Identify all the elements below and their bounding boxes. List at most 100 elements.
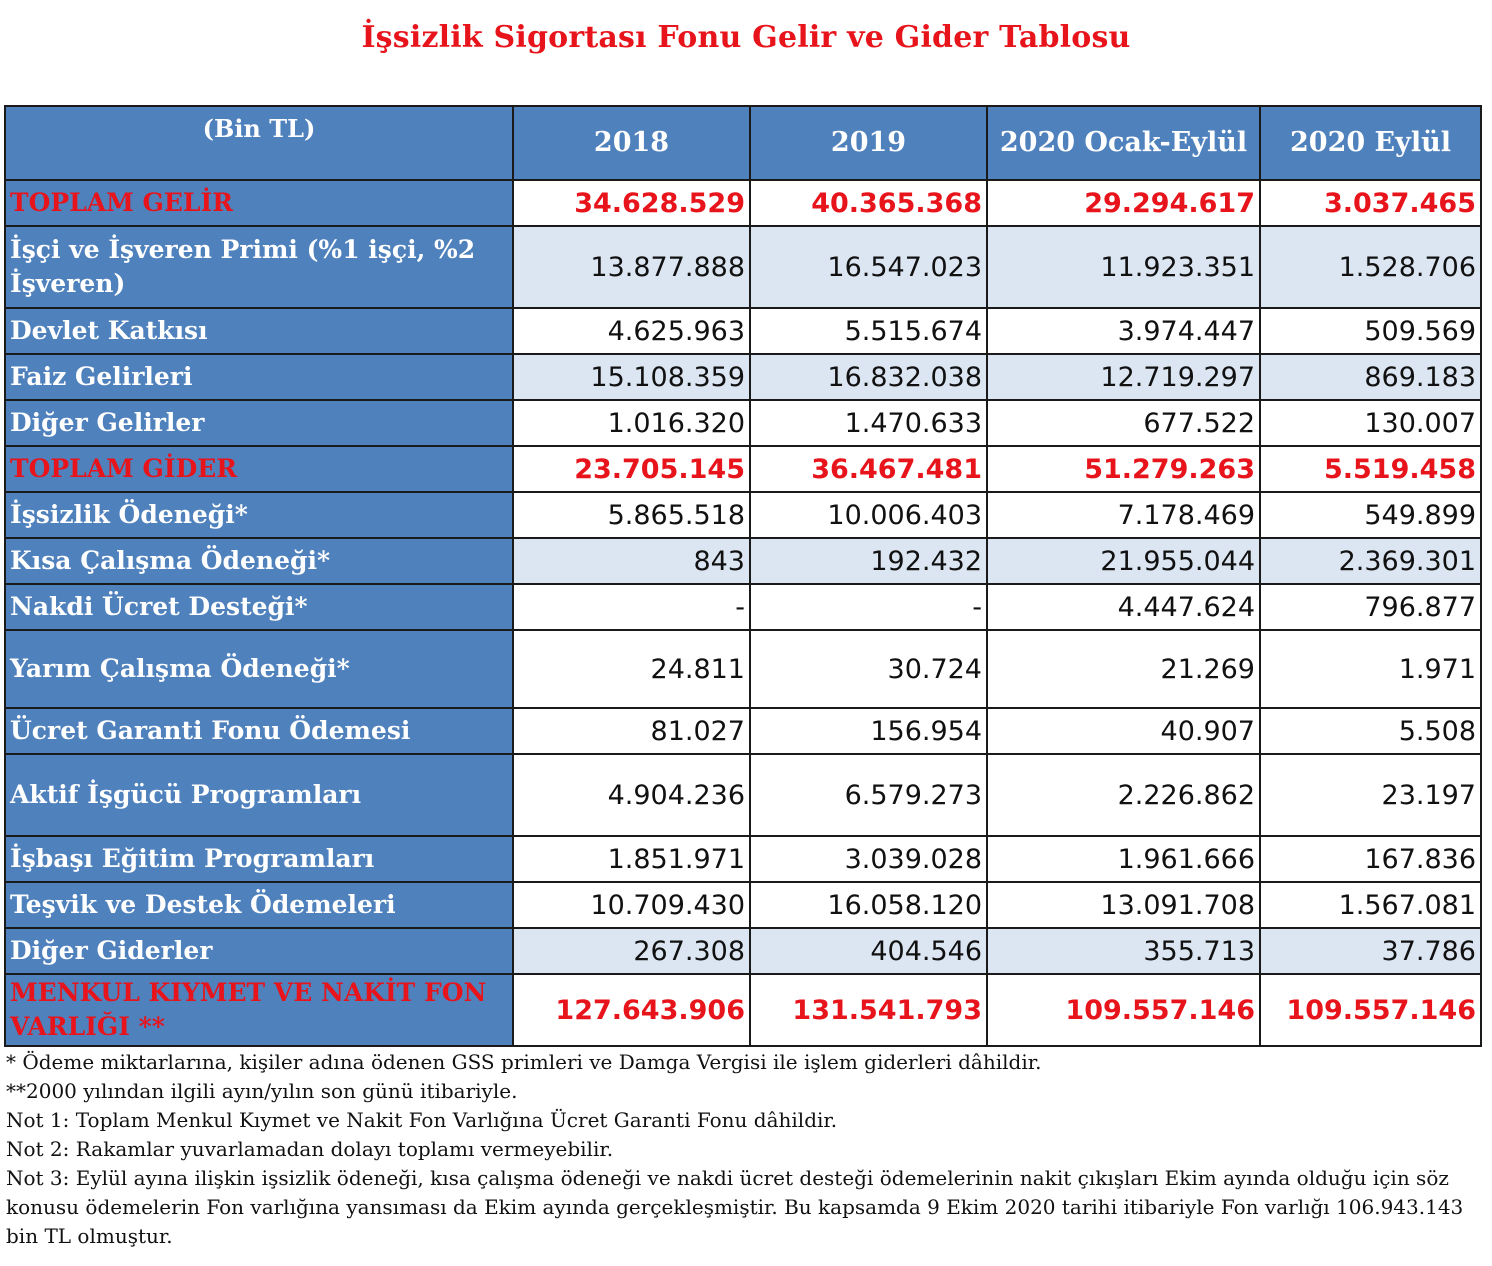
cell-value: 796.877: [1259, 583, 1482, 631]
cell-value: 5.515.674: [749, 307, 988, 355]
cell-value: 4.904.236: [512, 753, 751, 837]
row-label: İşsizlik Ödeneği*: [4, 491, 514, 539]
cell-value: 5.865.518: [512, 491, 751, 539]
cell-value: 1.567.081: [1259, 881, 1482, 929]
cell-value: 1.961.666: [986, 835, 1261, 883]
cell-value: 16.832.038: [749, 353, 988, 401]
row-label: İşçi ve İşveren Primi (%1 işçi, %2 İşver…: [4, 225, 514, 309]
cell-value: 3.974.447: [986, 307, 1261, 355]
cell-value: 40.907: [986, 707, 1261, 755]
row-label: Diğer Giderler: [4, 927, 514, 975]
cell-value: 3.037.465: [1259, 179, 1482, 227]
cell-value: 23.197: [1259, 753, 1482, 837]
table-row: Nakdi Ücret Desteği* - - 4.447.624 796.8…: [4, 583, 1482, 631]
column-header-2020-jan-sep: 2020 Ocak-Eylül: [986, 105, 1261, 181]
cell-value: 109.557.146: [986, 973, 1261, 1047]
cell-value: 5.519.458: [1259, 445, 1482, 493]
cell-value: 36.467.481: [749, 445, 988, 493]
cell-value: 404.546: [749, 927, 988, 975]
cell-value: 509.569: [1259, 307, 1482, 355]
column-header-2020-sep: 2020 Eylül: [1259, 105, 1482, 181]
cell-value: 16.547.023: [749, 225, 988, 309]
cell-value: 131.541.793: [749, 973, 988, 1047]
column-header-2018: 2018: [512, 105, 751, 181]
cell-value: 355.713: [986, 927, 1261, 975]
cell-value: 13.091.708: [986, 881, 1261, 929]
cell-value: 4.447.624: [986, 583, 1261, 631]
row-label: Teşvik ve Destek Ödemeleri: [4, 881, 514, 929]
table-row: İşçi ve İşveren Primi (%1 işçi, %2 İşver…: [4, 225, 1482, 309]
row-label: TOPLAM GİDER: [4, 445, 514, 493]
footnote: Not 1: Toplam Menkul Kıymet ve Nakit Fon…: [6, 1108, 838, 1132]
table-row: Diğer Gelirler 1.016.320 1.470.633 677.5…: [4, 399, 1482, 447]
cell-value: -: [749, 583, 988, 631]
cell-value: 3.039.028: [749, 835, 988, 883]
cell-value: 21.955.044: [986, 537, 1261, 585]
table-row-fund-assets: MENKUL KIYMET VE NAKİT FON VARLIĞI ** 12…: [4, 973, 1482, 1047]
income-expense-table: (Bin TL) 2018 2019 2020 Ocak-Eylül 2020 …: [4, 105, 1482, 1047]
cell-value: 1.016.320: [512, 399, 751, 447]
footnote: Not 2: Rakamlar yuvarlamadan dolayı topl…: [6, 1137, 614, 1161]
row-label: Nakdi Ücret Desteği*: [4, 583, 514, 631]
cell-value: 7.178.469: [986, 491, 1261, 539]
cell-value: 40.365.368: [749, 179, 988, 227]
cell-value: 5.508: [1259, 707, 1482, 755]
column-header-2019: 2019: [749, 105, 988, 181]
table-row: Diğer Giderler 267.308 404.546 355.713 3…: [4, 927, 1482, 975]
table-row: Kısa Çalışma Ödeneği* 843 192.432 21.955…: [4, 537, 1482, 585]
cell-value: 869.183: [1259, 353, 1482, 401]
cell-value: 1.851.971: [512, 835, 751, 883]
footnotes: * Ödeme miktarlarına, kişiler adına öden…: [6, 1048, 1486, 1251]
cell-value: -: [512, 583, 751, 631]
row-label: TOPLAM GELİR: [4, 179, 514, 227]
cell-value: 127.643.906: [512, 973, 751, 1047]
cell-value: 1.528.706: [1259, 225, 1482, 309]
cell-value: 21.269: [986, 629, 1261, 709]
row-label: Kısa Çalışma Ödeneği*: [4, 537, 514, 585]
cell-value: 4.625.963: [512, 307, 751, 355]
row-label: Devlet Katkısı: [4, 307, 514, 355]
cell-value: 1.470.633: [749, 399, 988, 447]
cell-value: 16.058.120: [749, 881, 988, 929]
table-row-total-expense: TOPLAM GİDER 23.705.145 36.467.481 51.27…: [4, 445, 1482, 493]
cell-value: 15.108.359: [512, 353, 751, 401]
cell-value: 24.811: [512, 629, 751, 709]
cell-value: 267.308: [512, 927, 751, 975]
page-title: İşsizlik Sigortası Fonu Gelir ve Gider T…: [361, 20, 1131, 55]
cell-value: 549.899: [1259, 491, 1482, 539]
table-row: Devlet Katkısı 4.625.963 5.515.674 3.974…: [4, 307, 1482, 355]
footnote: **2000 yılından ilgili ayın/yılın son gü…: [6, 1079, 518, 1103]
footnote: * Ödeme miktarlarına, kişiler adına öden…: [6, 1050, 1042, 1074]
table-row-total-income: TOPLAM GELİR 34.628.529 40.365.368 29.29…: [4, 179, 1482, 227]
cell-value: 34.628.529: [512, 179, 751, 227]
row-label: İşbaşı Eğitim Programları: [4, 835, 514, 883]
table-row: Teşvik ve Destek Ödemeleri 10.709.430 16…: [4, 881, 1482, 929]
table-row: İşsizlik Ödeneği* 5.865.518 10.006.403 7…: [4, 491, 1482, 539]
table-header-row: (Bin TL) 2018 2019 2020 Ocak-Eylül 2020 …: [4, 105, 1482, 181]
cell-value: 29.294.617: [986, 179, 1261, 227]
cell-value: 192.432: [749, 537, 988, 585]
cell-value: 167.836: [1259, 835, 1482, 883]
table-row: Ücret Garanti Fonu Ödemesi 81.027 156.95…: [4, 707, 1482, 755]
cell-value: 109.557.146: [1259, 973, 1482, 1047]
cell-value: 10.006.403: [749, 491, 988, 539]
footnote: Not 3: Eylül ayına ilişkin işsizlik öden…: [6, 1166, 1464, 1248]
table-row: Faiz Gelirleri 15.108.359 16.832.038 12.…: [4, 353, 1482, 401]
table-row: Aktif İşgücü Programları 4.904.236 6.579…: [4, 753, 1482, 837]
row-label: Diğer Gelirler: [4, 399, 514, 447]
cell-value: 81.027: [512, 707, 751, 755]
row-label: Ücret Garanti Fonu Ödemesi: [4, 707, 514, 755]
table-row: Yarım Çalışma Ödeneği* 24.811 30.724 21.…: [4, 629, 1482, 709]
cell-value: 30.724: [749, 629, 988, 709]
cell-value: 10.709.430: [512, 881, 751, 929]
row-label: Faiz Gelirleri: [4, 353, 514, 401]
cell-value: 13.877.888: [512, 225, 751, 309]
cell-value: 677.522: [986, 399, 1261, 447]
cell-value: 23.705.145: [512, 445, 751, 493]
row-label: Aktif İşgücü Programları: [4, 753, 514, 837]
row-label: Yarım Çalışma Ödeneği*: [4, 629, 514, 709]
cell-value: 2.369.301: [1259, 537, 1482, 585]
cell-value: 6.579.273: [749, 753, 988, 837]
row-label: MENKUL KIYMET VE NAKİT FON VARLIĞI **: [4, 973, 514, 1047]
cell-value: 1.971: [1259, 629, 1482, 709]
